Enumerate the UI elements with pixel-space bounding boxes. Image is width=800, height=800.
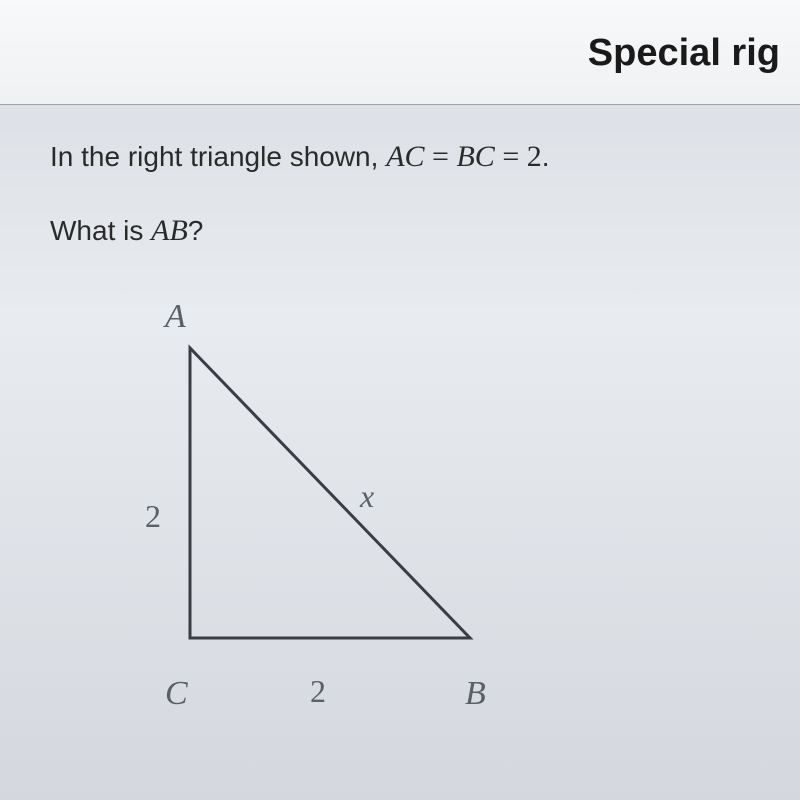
triangle-diagram: A C B 2 2 x	[130, 298, 530, 718]
question-prefix: What is	[50, 215, 151, 246]
problem-statement: In the right triangle shown, AC = BC = 2…	[50, 140, 750, 174]
side-label-ab: x	[360, 478, 374, 515]
question-statement: What is AB?	[50, 214, 750, 248]
vertex-label-c: C	[165, 675, 188, 713]
vertex-label-a: A	[165, 298, 186, 336]
period: .	[542, 141, 550, 172]
side-label-bc: 2	[310, 673, 326, 710]
equals-2: =	[495, 140, 527, 173]
math-ac: AC	[386, 140, 424, 173]
question-variable: AB	[151, 214, 188, 247]
triangle-shape	[190, 348, 470, 638]
page-header: Special rig	[0, 0, 800, 105]
triangle-svg	[130, 298, 530, 698]
page-title: Special rig	[588, 32, 780, 75]
math-bc: BC	[456, 140, 494, 173]
math-value: 2	[527, 140, 542, 173]
equals-1: =	[425, 140, 457, 173]
problem-intro: In the right triangle shown,	[50, 141, 386, 172]
question-suffix: ?	[188, 215, 204, 246]
content-area: In the right triangle shown, AC = BC = 2…	[0, 105, 800, 753]
side-label-ac: 2	[145, 498, 161, 535]
vertex-label-b: B	[465, 675, 486, 713]
